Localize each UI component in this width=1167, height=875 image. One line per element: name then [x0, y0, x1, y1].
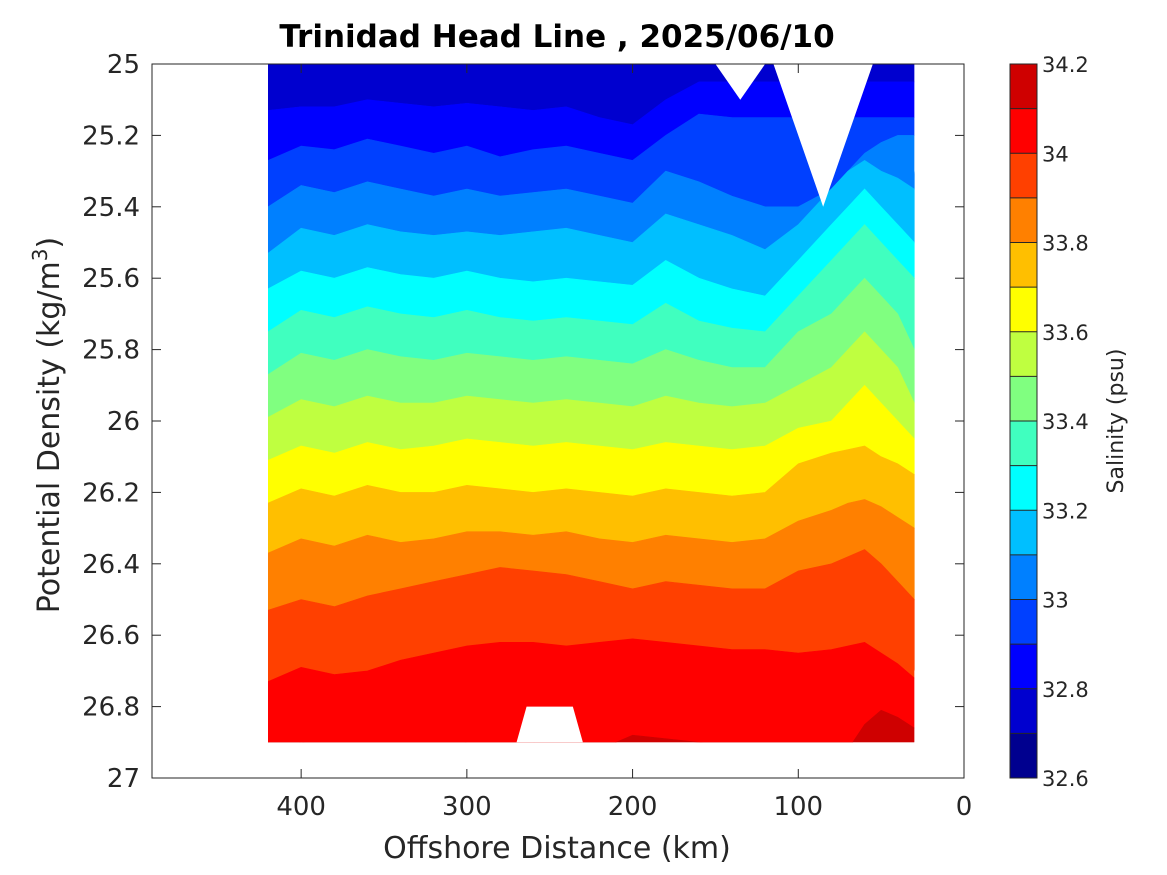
- x-tick-label: 100: [773, 792, 823, 822]
- y-tick-label: 25.2: [82, 121, 140, 151]
- colorbar-tick-label: 33: [1042, 589, 1069, 613]
- colorbar-swatch: [1010, 599, 1037, 645]
- colorbar-swatch: [1010, 331, 1037, 377]
- colorbar-swatch: [1010, 733, 1037, 779]
- colorbar-label: Salinity (psu): [1104, 349, 1129, 494]
- y-tick-label: 25.8: [82, 336, 140, 366]
- colorbar-swatch: [1010, 108, 1037, 154]
- blank-regions: [516, 64, 873, 743]
- x-tick-label: 0: [956, 792, 973, 822]
- colorbar-swatch: [1010, 465, 1037, 511]
- blank-region: [715, 64, 766, 100]
- colorbar-tick-label: 33.6: [1042, 321, 1089, 345]
- colorbar-swatch: [1010, 421, 1037, 467]
- contour-fills: [268, 64, 915, 743]
- colorbar-swatch: [1010, 287, 1037, 333]
- colorbar-swatch: [1010, 554, 1037, 600]
- blank-region: [516, 706, 583, 743]
- y-tick-label: 25.4: [82, 193, 140, 223]
- y-tick-label: 26.4: [82, 550, 140, 580]
- colorbar-tick-label: 33.8: [1042, 232, 1089, 256]
- colorbar-swatch: [1010, 688, 1037, 734]
- blank-region: [773, 64, 873, 207]
- colorbar: [1009, 63, 1038, 779]
- y-axis-label-prefix: Potential Density (kg/m: [32, 261, 67, 613]
- y-tick-label: 26.8: [82, 693, 140, 723]
- colorbar-tick-label: 34.2: [1042, 53, 1089, 77]
- chart-title: Trinidad Head Line , 2025/06/10: [279, 19, 834, 55]
- colorbar-swatch: [1010, 510, 1037, 556]
- y-tick-label: 26.2: [82, 478, 140, 508]
- colorbar-swatch: [1010, 197, 1037, 243]
- y-axis-label: Potential Density (kg/m3): [28, 237, 67, 613]
- colorbar-swatch: [1010, 644, 1037, 690]
- y-axis-label-suffix: ): [32, 237, 67, 249]
- y-tick-label: 27: [107, 764, 140, 794]
- colorbar-tick-label: 32.6: [1042, 767, 1089, 791]
- y-tick-label: 25: [107, 50, 140, 80]
- x-axis-label: Offshore Distance (km): [383, 831, 731, 866]
- y-tick-label: 26: [107, 407, 140, 437]
- colorbar-swatch: [1010, 376, 1037, 422]
- y-tick-label: 26.6: [82, 621, 140, 651]
- x-tick-label: 300: [442, 792, 492, 822]
- colorbar-tick-label: 34: [1042, 142, 1069, 166]
- y-axis-label-superscript: 3: [28, 248, 52, 261]
- x-axis-ticks: 400 300 200 100 0: [276, 64, 972, 822]
- x-tick-label: 400: [276, 792, 326, 822]
- colorbar-ticks: 32.6 32.8 33 33.2 33.4 33.6 33.8 34 34.2: [1042, 53, 1089, 791]
- y-axis-ticks: 25 25.2 25.4 25.6 25.8 26 26.2 26.4 26.6 26.8 27: [82, 50, 964, 794]
- colorbar-tick-label: 33.4: [1042, 410, 1089, 434]
- colorbar-tick-label: 32.8: [1042, 678, 1089, 702]
- colorbar-tick-label: 33.2: [1042, 499, 1089, 523]
- x-tick-label: 200: [608, 792, 658, 822]
- colorbar-swatch: [1010, 153, 1037, 199]
- colorbar-swatch: [1010, 242, 1037, 288]
- colorbar-swatch: [1010, 64, 1037, 110]
- y-tick-label: 25.6: [82, 264, 140, 294]
